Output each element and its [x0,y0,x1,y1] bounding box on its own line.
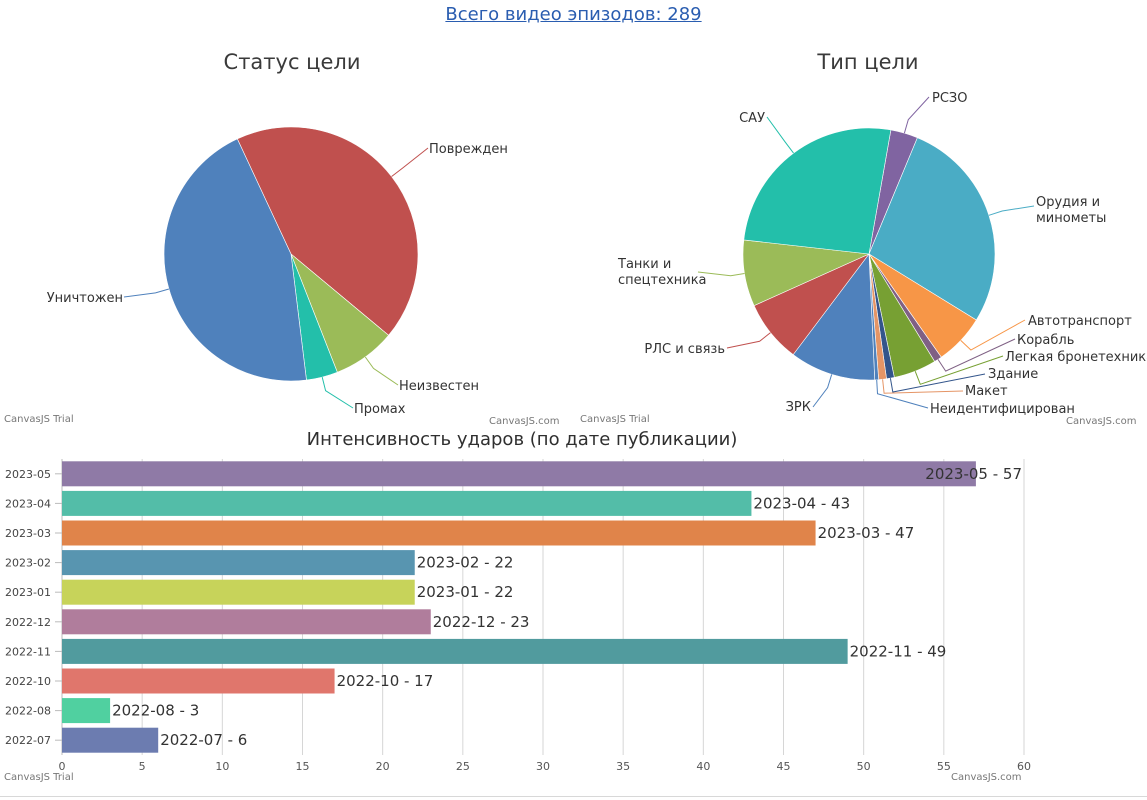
x-tick-label: 60 [1017,760,1031,773]
site-watermark: CanvasJS.com [951,772,1022,783]
target-type-pie-chart: Тип цели РСЗО Орудия и минометы Автотранспор… [580,50,1147,427]
type-leader-танки-и-спецтехника [697,271,745,277]
bar-data-label: 2022-12 - 23 [433,613,530,631]
type-leader-неидентифицирован [876,379,929,409]
status-label-поврежден: Поврежден [429,142,508,157]
type-leader-автотранспорт [960,319,1026,351]
x-tick-label: 35 [616,760,630,773]
status-leader-поврежден [391,147,429,177]
type-label-автотранспорт: Автотранспорт [1028,314,1132,329]
type-leader-орудия-и-минометы [988,205,1035,216]
bar-data-label: 2023-04 - 43 [753,494,850,512]
bar-2022-12 [62,609,431,635]
y-tick-label: 2022-12 [5,616,51,629]
bar-2023-05 [62,461,976,487]
y-tick-label: 2022-10 [5,675,51,688]
type-label-рлс-и-связь: РЛС и связь [644,342,725,357]
type-title: Тип цели [816,50,918,74]
bar-2023-04 [62,490,752,516]
type-label-легкая-бронетехника: Легкая бронетехника [1005,350,1147,365]
x-tick-label: 15 [296,760,310,773]
type-leader-рсзо [903,96,930,134]
status-label-уничтожен: Уничтожен [47,291,123,306]
x-tick-label: 5 [139,760,146,773]
type-label-неидентифицирован: Неидентифицирован [930,402,1075,417]
type-leader-рлс-и-связь [726,332,771,349]
type-label-сау: САУ [739,111,765,126]
x-tick-label: 20 [376,760,390,773]
x-tick-label: 55 [937,760,951,773]
type-label-рсзо: РСЗО [932,91,967,106]
type-leader-макет [882,379,964,394]
status-slice-уничтожен [163,138,307,382]
trial-watermark: CanvasJS Trial [4,414,74,425]
bar-2023-02 [62,550,415,576]
bar-data-label: 2023-02 - 22 [417,554,514,572]
bar-data-label: 2022-10 - 17 [337,672,434,690]
status-label-неизвестен: Неизвестен [399,379,479,394]
y-tick-label: 2023-04 [5,497,51,510]
type-label-макет: Макет [965,384,1008,399]
y-tick-label: 2023-05 [5,468,51,481]
site-watermark: CanvasJS.com [1066,416,1137,427]
type-label-орудия-и-минометы: Орудия и минометы [1036,195,1106,226]
bar-2023-01 [62,579,415,605]
type-slice-сау [743,127,892,255]
status-leader-уничтожен [123,288,170,298]
type-leader-легкая-бронетехника [914,355,1004,385]
status-slice-поврежден [236,126,419,336]
strike-intensity-bar-chart: Интенсивность ударов (по дате публикации… [4,429,1031,783]
x-tick-label: 40 [696,760,710,773]
type-leader-зрк [812,374,833,408]
trial-watermark: CanvasJS Trial [4,772,74,783]
x-tick-label: 0 [59,760,66,773]
bottom-divider [0,796,1147,797]
type-leader-корабль [937,338,1016,372]
y-tick-label: 2022-11 [5,645,51,658]
x-tick-label: 45 [777,760,791,773]
y-tick-label: 2023-03 [5,527,51,540]
site-watermark: CanvasJS.com [489,416,560,427]
type-label-зрк: ЗРК [786,400,811,415]
x-tick-label: 30 [536,760,550,773]
bar-2022-07 [62,727,159,753]
type-leader-здание [889,373,986,393]
y-tick-label: 2022-07 [5,734,51,747]
type-label-корабль: Корабль [1017,333,1074,348]
type-label-здание: Здание [988,367,1038,382]
y-tick-label: 2022-08 [5,705,51,718]
y-tick-label: 2023-01 [5,586,51,599]
type-slice-зрк [792,253,876,381]
target-status-pie-chart: Статус цели Поврежден Неизвестен Промах Унич… [4,50,560,427]
bar-2022-08 [62,698,111,724]
bar-data-label: 2023-03 - 47 [818,524,915,542]
episodes-link[interactable]: Всего видео эпизодов: 289 [445,4,702,25]
status-label-промах: Промах [354,402,406,417]
status-leader-неизвестен [364,356,399,386]
bar-data-label: 2023-05 - 57 [925,465,1022,483]
bar-data-label: 2022-11 - 49 [850,642,947,660]
bar-data-label: 2022-07 - 6 [160,731,247,749]
y-tick-label: 2023-02 [5,557,51,570]
bar-2023-03 [62,520,816,546]
bar-chart-title: Интенсивность ударов (по дате публикации… [307,429,738,450]
x-tick-label: 25 [456,760,470,773]
bar-data-label: 2022-08 - 3 [112,702,199,720]
status-leader-промах [321,376,354,409]
bar-2022-10 [62,668,335,694]
x-tick-label: 50 [857,760,871,773]
bar-2022-11 [62,638,848,664]
type-label-танки-и-спецтехника: Танки и спецтехника [617,257,707,288]
trial-watermark: CanvasJS Trial [580,414,650,425]
type-leader-сау [766,116,794,154]
status-title: Статус цели [224,50,361,74]
bar-data-label: 2023-01 - 22 [417,583,514,601]
x-tick-label: 10 [215,760,229,773]
